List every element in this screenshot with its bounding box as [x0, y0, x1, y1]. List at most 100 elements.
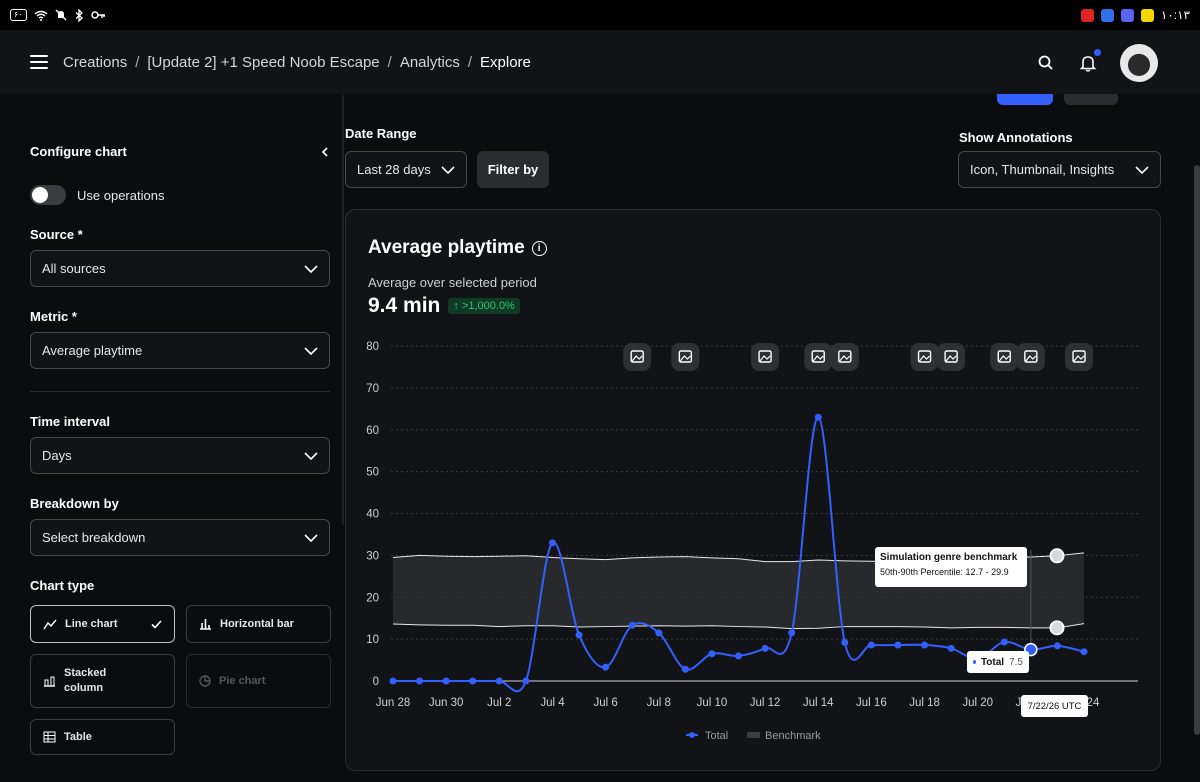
metric-label: Metric * — [30, 309, 77, 324]
total-data-point[interactable] — [681, 665, 689, 673]
source-select[interactable]: All sources — [30, 250, 330, 287]
annotation-image-frame — [997, 350, 1011, 363]
date-range-label: Date Range — [345, 126, 417, 141]
total-data-point[interactable] — [921, 641, 929, 649]
annotation-image-icon[interactable] — [990, 343, 1019, 371]
chart-type-horizontal-bar[interactable]: Horizontal bar — [186, 605, 331, 643]
total-data-point[interactable] — [628, 621, 636, 629]
x-tick-label: Jul 12 — [750, 697, 781, 709]
mute-icon — [55, 9, 67, 21]
total-data-point[interactable] — [1053, 642, 1061, 650]
total-data-point[interactable] — [708, 650, 716, 658]
annotation-image-mountain — [919, 355, 930, 362]
total-data-point[interactable] — [1080, 648, 1088, 656]
annotation-image-icon[interactable] — [910, 343, 939, 371]
total-data-point[interactable] — [442, 677, 450, 685]
y-tick-label: 40 — [366, 509, 379, 521]
breakdown-select[interactable]: Select breakdown — [30, 519, 330, 556]
info-icon[interactable]: i — [531, 240, 547, 256]
total-data-point[interactable] — [894, 641, 902, 649]
source-label: Source * — [30, 227, 83, 242]
x-tick-label: Jun 30 — [429, 697, 464, 709]
avatar[interactable] — [1120, 44, 1158, 82]
annotation-image-icon[interactable] — [1016, 343, 1045, 371]
time-interval-value: Days — [42, 448, 72, 463]
secondary-action-button[interactable] — [1064, 94, 1118, 105]
x-tick-label: Jul 2 — [487, 697, 511, 709]
breadcrumb: Creations / [Update 2] +1 Speed Noob Esc… — [63, 54, 531, 71]
configure-chart-panel: Configure chart Use operations Source * … — [30, 130, 331, 755]
total-data-point[interactable] — [814, 413, 822, 421]
total-data-point[interactable] — [761, 644, 769, 652]
use-operations-toggle[interactable] — [30, 185, 66, 205]
annotation-image-icon[interactable] — [751, 343, 780, 371]
total-data-point[interactable] — [389, 677, 397, 685]
total-data-point[interactable] — [548, 539, 556, 547]
total-tooltip: Total 7.5 — [967, 651, 1029, 673]
annotation-image-frame — [630, 350, 644, 363]
chart-type-table[interactable]: Table — [30, 719, 175, 755]
sidebar-scrollbar[interactable] — [342, 95, 344, 525]
chevron-down-icon — [304, 346, 318, 355]
legend-total-label[interactable]: Total — [705, 730, 728, 742]
total-data-point[interactable] — [575, 631, 583, 639]
use-operations-label: Use operations — [77, 187, 165, 203]
filter-by-button[interactable]: Filter by — [477, 151, 549, 188]
total-data-point[interactable] — [841, 638, 849, 646]
annotation-image-frame — [678, 350, 693, 363]
total-data-point[interactable] — [867, 641, 875, 649]
chart-type-horizontal-bar-label: Horizontal bar — [220, 618, 294, 630]
annotations-value: Icon, Thumbnail, Insights — [970, 162, 1115, 177]
primary-action-button[interactable] — [997, 94, 1053, 105]
annotation-image-icon[interactable] — [937, 343, 966, 371]
total-data-point[interactable] — [1000, 638, 1008, 646]
total-data-point[interactable] — [655, 629, 663, 637]
legend-benchmark-label[interactable]: Benchmark — [765, 730, 821, 742]
breadcrumb-analytics[interactable]: Analytics — [399, 53, 460, 71]
chart-type-stacked-column[interactable]: Stacked column — [30, 654, 175, 708]
x-tick-label: Jul 14 — [803, 697, 834, 709]
total-data-point[interactable] — [947, 644, 955, 652]
total-data-point[interactable] — [602, 663, 610, 671]
total-data-point[interactable] — [735, 652, 742, 660]
benchmark-tooltip: Simulation genre benchmark 50th-90th Per… — [875, 547, 1027, 587]
breadcrumb-experience[interactable]: [Update 2] +1 Speed Noob Escape — [147, 53, 380, 71]
annotation-image-mountain — [1073, 355, 1085, 362]
annotation-image-frame — [917, 350, 932, 363]
chevron-down-icon — [304, 533, 318, 542]
total-data-point[interactable] — [522, 677, 530, 685]
chart-card: Average playtime i Average over selected… — [345, 209, 1161, 771]
show-annotations-label: Show Annotations — [959, 130, 1073, 145]
notification-dot — [1094, 49, 1101, 56]
date-range-select[interactable]: Last 28 days — [345, 151, 467, 188]
annotation-image-icon[interactable] — [804, 343, 833, 371]
total-data-point[interactable] — [416, 677, 424, 685]
chart-type-pie[interactable]: Pie chart — [186, 654, 331, 708]
breadcrumb-separator: / — [387, 53, 392, 71]
total-data-point[interactable] — [469, 677, 477, 685]
chart-type-line[interactable]: Line chart — [30, 605, 175, 643]
legend-benchmark-swatch — [747, 732, 760, 738]
menu-icon[interactable] — [30, 55, 48, 69]
annotation-image-icon[interactable] — [671, 343, 700, 371]
time-interval-select[interactable]: Days — [30, 437, 330, 474]
annotation-image-mountain — [998, 355, 1010, 362]
total-data-point[interactable] — [495, 677, 503, 685]
key-icon — [90, 11, 105, 19]
annotation-image-icon[interactable] — [830, 343, 859, 371]
annotation-image-icon[interactable] — [623, 343, 652, 371]
breadcrumb-creations[interactable]: Creations — [63, 53, 128, 71]
annotation-image-icon[interactable] — [1065, 343, 1093, 371]
check-icon — [151, 619, 162, 629]
page-scrollbar[interactable] — [1194, 165, 1200, 735]
total-data-point[interactable] — [788, 629, 796, 637]
notification-bell-icon[interactable] — [1078, 49, 1101, 73]
metric-select[interactable]: Average playtime — [30, 332, 330, 369]
youtube-app-icon — [1080, 8, 1094, 22]
annotations-select[interactable]: Icon, Thumbnail, Insights — [958, 151, 1161, 188]
x-tick-label: Jun 28 — [376, 697, 411, 709]
collapse-chevron-icon[interactable] — [320, 146, 330, 158]
search-icon[interactable] — [1036, 53, 1056, 73]
hover-benchmark-lower-point — [1049, 620, 1065, 636]
stacked-column-icon — [44, 676, 55, 687]
